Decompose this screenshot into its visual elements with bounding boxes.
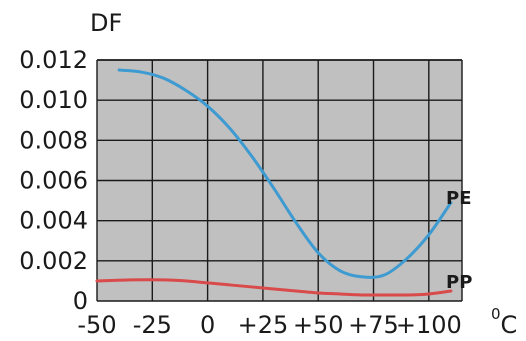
x-tick-label: +100 <box>396 311 462 339</box>
series-layer <box>95 68 453 297</box>
x-tick-label: -50 <box>77 311 116 339</box>
series-line-pe <box>117 68 453 279</box>
y-tick-label: 0.006 <box>19 167 88 195</box>
x-tick-labels: -50 -25 0 +25 +50 +75+100 <box>77 311 461 339</box>
y-tick-label: 0.004 <box>19 207 88 235</box>
x-axis-unit: 0C <box>491 305 517 339</box>
x-tick-label: 0 <box>200 311 215 339</box>
x-tick-label: +50 <box>293 311 344 339</box>
x-tick-label: +25 <box>238 311 289 339</box>
series-label-pe: PE <box>446 188 472 209</box>
series-label-pp: PP <box>446 272 472 293</box>
y-tick-label: 0.010 <box>19 86 88 114</box>
y-tick-label: 0 <box>73 287 88 315</box>
x-axis-unit-letter: C <box>501 311 518 339</box>
x-axis-unit-superscript: 0 <box>491 305 501 323</box>
y-tick-labels: 0 0.002 0.004 0.006 0.008 0.010 0.012 <box>19 46 88 315</box>
y-tick-label: 0.008 <box>19 126 88 154</box>
x-tick-label: +75 <box>348 311 399 339</box>
series-line-pp <box>95 278 453 297</box>
y-tick-label: 0.012 <box>19 46 88 74</box>
x-tick-label: -25 <box>133 311 172 339</box>
y-axis-title: DF <box>90 9 122 37</box>
y-tick-label: 0.002 <box>19 247 88 275</box>
grid <box>96 59 463 302</box>
